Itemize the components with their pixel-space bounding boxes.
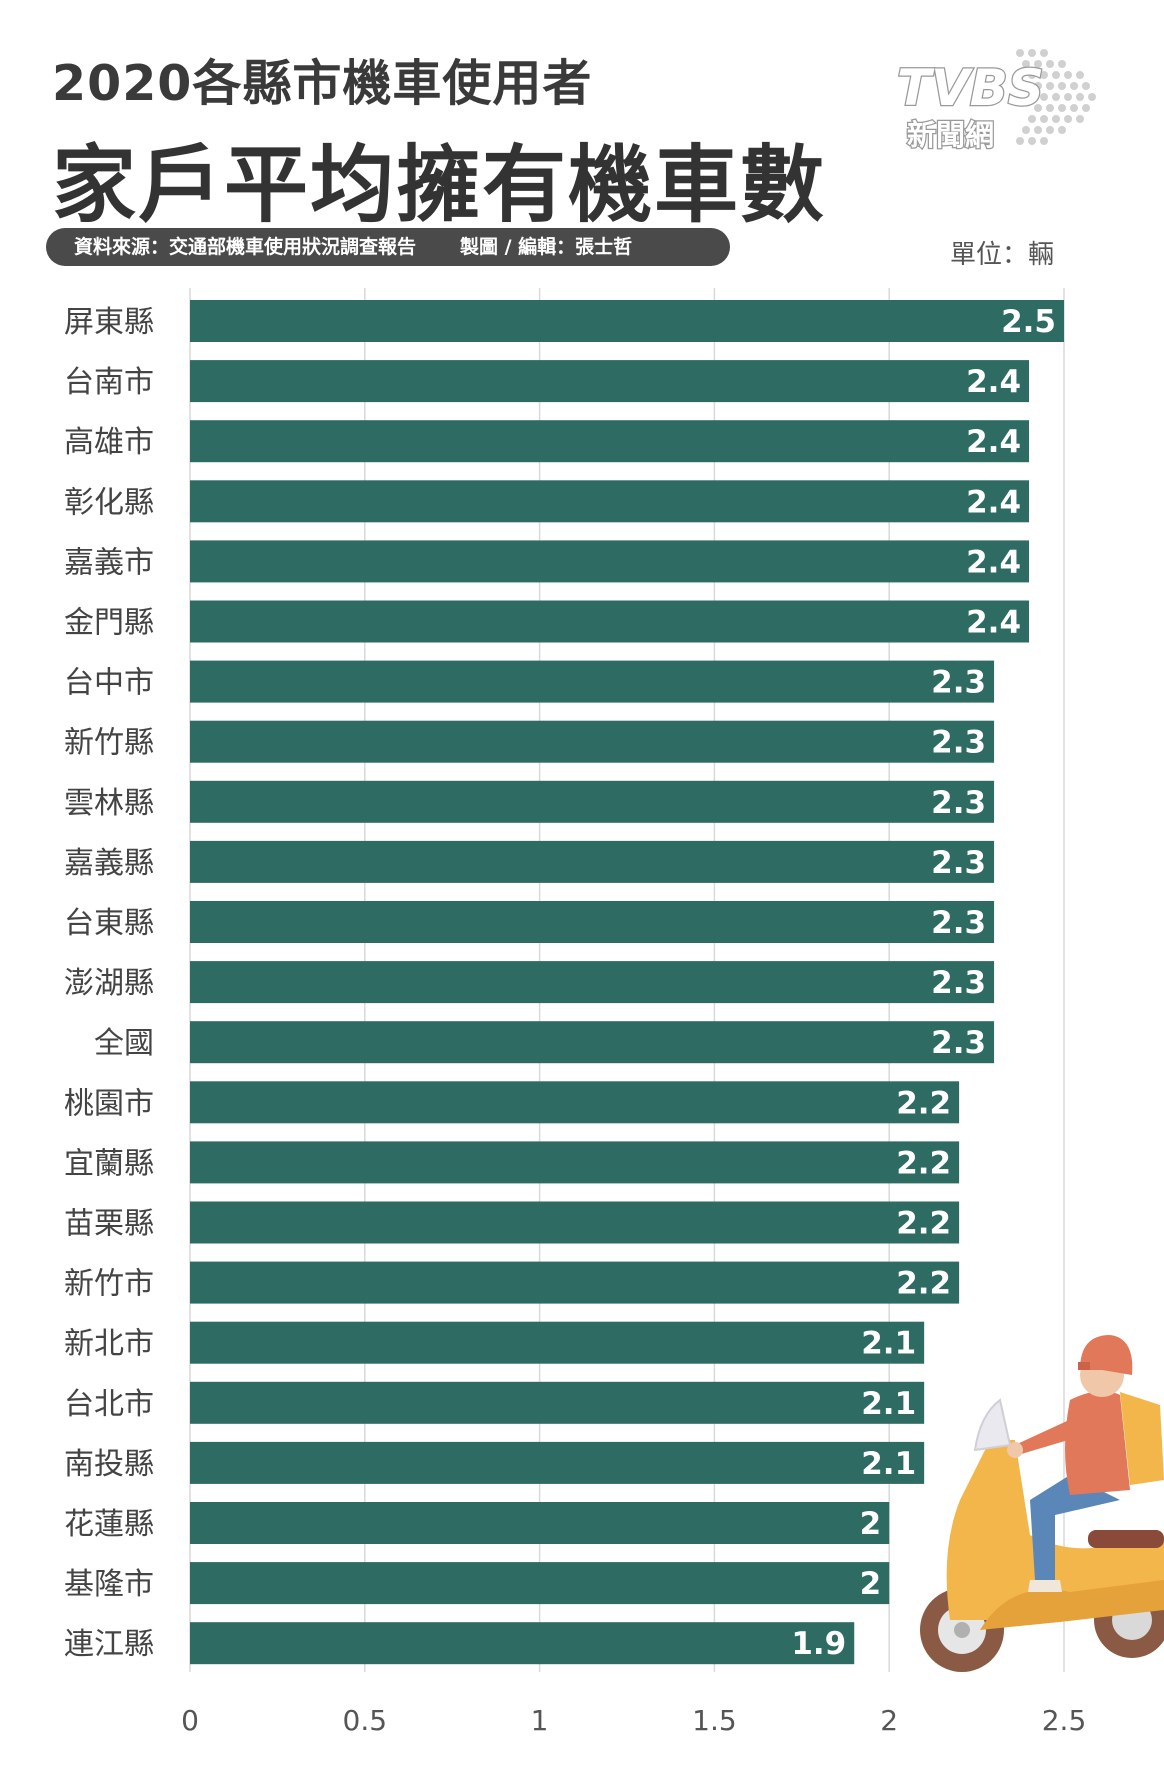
bar — [190, 961, 995, 1004]
chart-title-line2: 家戶平均擁有機車數 — [52, 136, 827, 234]
category-label: 屏東縣 — [64, 305, 154, 340]
bar — [190, 1261, 960, 1304]
category-label: 苗栗縣 — [64, 1207, 154, 1242]
dot-pattern-icon — [1016, 49, 1096, 145]
bar — [190, 540, 1030, 583]
bar-value-label: 2.1 — [861, 1446, 916, 1482]
bar-value-label: 2.4 — [966, 364, 1021, 400]
bar — [190, 901, 995, 943]
bar — [190, 1622, 855, 1665]
category-label: 台北市 — [64, 1387, 154, 1422]
category-label: 花蓮縣 — [64, 1507, 154, 1542]
bar-value-label: 2.3 — [931, 905, 986, 941]
source-text: 資料來源：交通部機車使用狀況調查報告 — [74, 236, 417, 258]
x-tick-label: 0.5 — [343, 1704, 388, 1737]
bar-value-label: 2.3 — [931, 1025, 986, 1061]
category-labels: 屏東縣台南市高雄市彰化縣嘉義市金門縣台中市新竹縣雲林縣嘉義縣台東縣澎湖縣全國桃園… — [64, 305, 154, 1662]
scooter-body-icon — [946, 1440, 1164, 1620]
bar-value-label: 2.3 — [931, 845, 986, 881]
bar — [190, 360, 1030, 403]
category-label: 嘉義市 — [64, 545, 154, 580]
bars: 2.5 2.4 2.4 2.4 2.4 2.4 2.3 2.3 2.3 2.3 2.3 2.3 2.3 2… — [190, 300, 1064, 1665]
logo-brand-text: TVBS — [897, 59, 1044, 117]
bar-value-label: 2.1 — [861, 1326, 916, 1362]
bar — [190, 1021, 995, 1064]
bar-value-label: 2.2 — [896, 1085, 951, 1121]
x-tick-label: 1.5 — [692, 1704, 737, 1737]
bar-value-label: 1.9 — [791, 1626, 846, 1662]
category-label: 嘉義縣 — [64, 846, 154, 881]
category-label: 澎湖縣 — [64, 966, 154, 1001]
scooter-rider-illustration — [920, 1335, 1164, 1672]
helmet-icon — [1080, 1335, 1133, 1375]
tvbs-logo: TVBS 新聞網 — [895, 45, 1110, 165]
bar — [190, 1381, 925, 1424]
bar-value-label: 2.5 — [1001, 304, 1056, 340]
category-label: 雲林縣 — [64, 786, 154, 821]
category-label: 金門縣 — [64, 606, 154, 641]
bar-value-label: 2 — [860, 1566, 882, 1602]
bar — [190, 780, 995, 823]
unit-label: 單位：輛 — [950, 240, 1055, 270]
credit-text: 製圖 / 編輯：張士哲 — [460, 236, 633, 258]
logo-sub-text: 新聞網 — [907, 118, 994, 152]
bar-value-label: 2.4 — [966, 424, 1021, 460]
chart-title-line1: 2020各縣市機車使用者 — [52, 55, 593, 112]
bar-value-label: 2.4 — [966, 484, 1021, 520]
category-label: 高雄市 — [64, 425, 154, 460]
bar-value-label: 2.2 — [896, 1266, 951, 1302]
category-label: 南投縣 — [64, 1447, 154, 1482]
bar-value-label: 2 — [860, 1506, 882, 1542]
bar — [190, 840, 995, 883]
rider-leg-icon — [1030, 1475, 1120, 1582]
bar-value-label: 2.2 — [896, 1145, 951, 1181]
bar — [190, 480, 1030, 523]
category-label: 全國 — [94, 1026, 154, 1061]
category-label: 新北市 — [64, 1327, 154, 1362]
category-label: 台中市 — [64, 666, 154, 701]
category-label: 彰化縣 — [64, 485, 154, 520]
bar — [190, 1321, 925, 1364]
x-tick-label: 0 — [181, 1704, 199, 1737]
bar-value-label: 2.3 — [931, 965, 986, 1001]
bar-value-label: 2.3 — [931, 665, 986, 701]
bar — [190, 720, 995, 763]
category-label: 桃園市 — [64, 1086, 154, 1121]
category-label: 基隆市 — [64, 1567, 154, 1602]
category-label: 台東縣 — [64, 906, 154, 941]
bar — [190, 1502, 890, 1544]
bar-value-label: 2.2 — [896, 1206, 951, 1242]
bar — [190, 1441, 925, 1484]
source-bar: 資料來源：交通部機車使用狀況調查報告 製圖 / 編輯：張士哲 — [46, 228, 730, 266]
category-label: 台南市 — [64, 365, 154, 400]
x-tick-label: 2 — [880, 1704, 898, 1737]
category-label: 新竹縣 — [64, 726, 154, 761]
bar — [190, 1081, 960, 1124]
rider-torso-icon — [1065, 1391, 1130, 1495]
bar — [190, 300, 1064, 342]
bar — [190, 420, 1030, 463]
x-tick-labels: 0 0.5 1 1.5 2 2.5 — [181, 1704, 1086, 1737]
bar-value-label: 2.3 — [931, 725, 986, 761]
bar — [190, 1562, 890, 1605]
category-label: 新竹市 — [64, 1267, 154, 1302]
bar-value-label: 2.4 — [966, 544, 1021, 580]
bar-value-label: 2.3 — [931, 785, 986, 821]
bar — [190, 1141, 960, 1184]
bar — [190, 600, 1030, 643]
category-label: 宜蘭縣 — [64, 1146, 154, 1181]
x-tick-label: 1 — [531, 1704, 549, 1737]
bar-value-label: 2.4 — [966, 605, 1021, 641]
x-tick-label: 2.5 — [1042, 1704, 1087, 1737]
category-label: 連江縣 — [64, 1627, 154, 1662]
bar-value-label: 2.1 — [861, 1386, 916, 1422]
bar — [190, 1201, 960, 1244]
bar — [190, 660, 995, 703]
